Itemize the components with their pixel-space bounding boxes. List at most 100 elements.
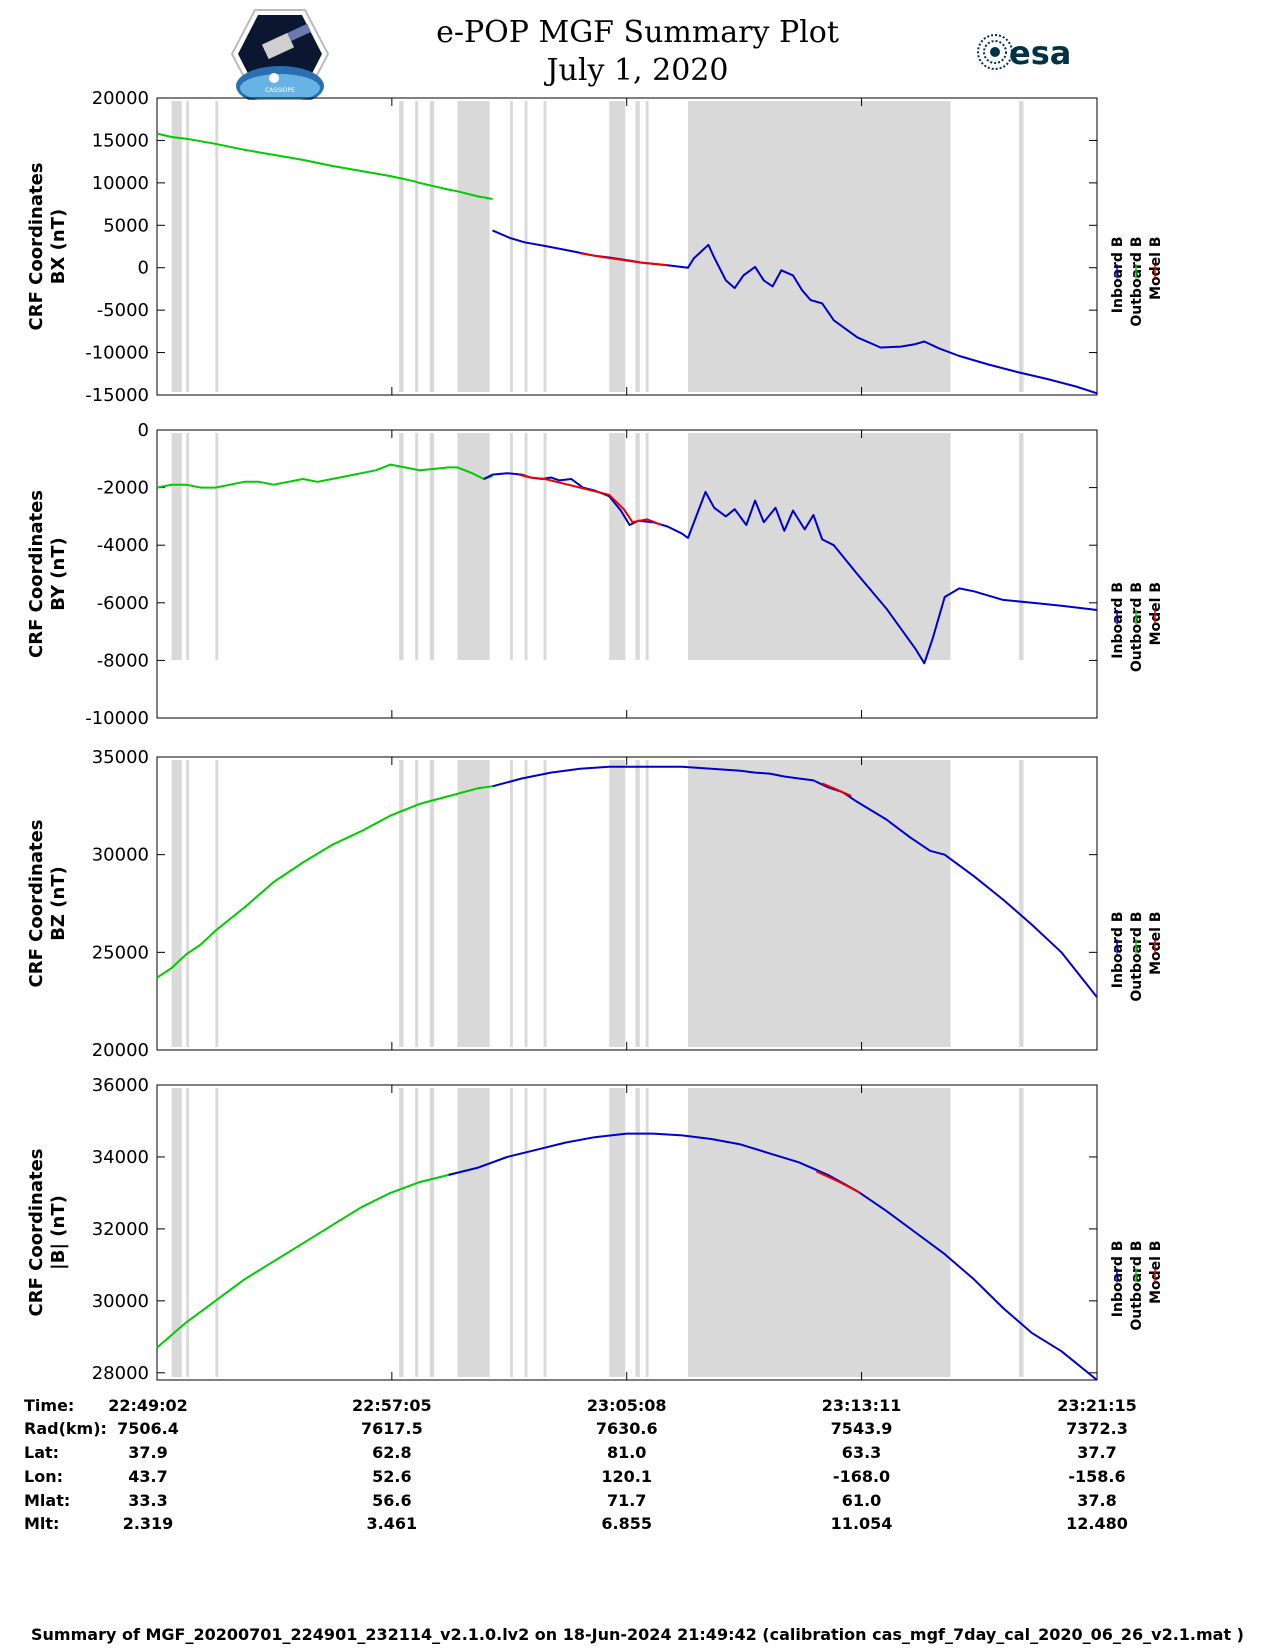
y-axis-label: CRF Coordinates|B| (nT) xyxy=(26,1149,69,1317)
y-axis-label-line2: BY (nT) xyxy=(48,537,69,611)
shaded-interval xyxy=(1019,433,1024,660)
y-tick-label: 36000 xyxy=(92,1075,149,1096)
shaded-interval xyxy=(635,760,640,1047)
footer-summary: Summary of MGF_20200701_224901_232114_v2… xyxy=(31,1625,1244,1644)
shaded-interval xyxy=(609,101,616,392)
y-tick-label: 15000 xyxy=(92,130,149,151)
panel-4: 36000 34000 32000 30000 28000 CRF Coordinates… xyxy=(26,1075,1164,1384)
legend-label: Outboard B xyxy=(1129,582,1145,672)
series-line-outboard-b xyxy=(156,132,493,200)
shaded-interval xyxy=(457,433,476,660)
shaded-interval xyxy=(475,760,490,1047)
shaded-interval xyxy=(215,101,219,392)
shaded-interval xyxy=(645,101,649,392)
legend-label: Model B xyxy=(1148,912,1164,975)
y-tick-label: 30000 xyxy=(92,1291,149,1312)
series-line-outboard-b xyxy=(156,463,493,489)
shaded-interval xyxy=(429,760,435,1047)
shaded-interval xyxy=(687,1088,951,1377)
shaded-interval xyxy=(457,760,476,1047)
shaded-interval xyxy=(609,760,616,1047)
y-axis-label-line2: BX (nT) xyxy=(48,209,69,284)
y-axis-label-line2: |B| (nT) xyxy=(48,1195,69,1270)
series-line-outboard-b xyxy=(156,1166,479,1349)
shaded-interval xyxy=(635,101,640,392)
shaded-interval xyxy=(687,433,951,660)
shaded-interval xyxy=(399,1088,404,1377)
shaded-interval xyxy=(615,1088,626,1377)
y-tick-label: 5000 xyxy=(103,215,149,236)
page-title: e-POP MGF Summary Plot July 1, 2020 xyxy=(0,14,1275,90)
legend-label: Model B xyxy=(1148,1241,1164,1304)
shaded-interval xyxy=(215,433,219,660)
y-tick-label: 20000 xyxy=(92,88,149,109)
shaded-interval xyxy=(510,433,513,660)
legend-label: Inboard B xyxy=(1110,912,1126,989)
y-tick-label: 28000 xyxy=(92,1363,149,1384)
plot-frame xyxy=(156,756,1098,1051)
esa-logo-icon: esa xyxy=(977,34,1071,72)
esa-logo-text: esa xyxy=(1009,34,1071,72)
series-line-inboard-b xyxy=(483,472,1098,665)
panel-2: 0 -2000 -4000 -6000 -8000 -10000 CRF Coordinat… xyxy=(26,420,1164,729)
panel-1: 20000 15000 10000 5000 0 -5000 -10000 -15000 CRF… xyxy=(26,88,1164,406)
panel-3: 35000 30000 25000 20000 CRF CoordinatesBZ (n… xyxy=(26,747,1164,1061)
title-line-1: e-POP MGF Summary Plot xyxy=(436,15,839,50)
series-line-model-b xyxy=(821,782,852,798)
shaded-interval xyxy=(543,433,547,660)
shaded-interval xyxy=(415,433,419,660)
shaded-interval xyxy=(415,101,419,392)
y-tick-label: 25000 xyxy=(92,942,149,963)
legend-label: Inboard B xyxy=(1110,237,1126,314)
shaded-interval xyxy=(1019,760,1024,1047)
shaded-interval xyxy=(475,101,490,392)
shaded-interval xyxy=(171,101,182,392)
shaded-interval xyxy=(543,1088,547,1377)
y-axis-label-line2: BZ (nT) xyxy=(48,866,69,941)
shaded-interval xyxy=(615,433,626,660)
y-tick-label: -10000 xyxy=(85,343,149,364)
legend-label: Model B xyxy=(1148,582,1164,645)
y-tick-label: 0 xyxy=(138,420,149,441)
shaded-interval xyxy=(399,433,404,660)
title-line-2: July 1, 2020 xyxy=(546,53,729,88)
legend-label: Outboard B xyxy=(1129,912,1145,1002)
shaded-interval xyxy=(524,433,528,660)
y-tick-label: 0 xyxy=(138,258,149,279)
shaded-interval xyxy=(687,101,951,392)
shaded-interval xyxy=(186,1088,190,1377)
shaded-interval xyxy=(399,760,404,1047)
shaded-interval xyxy=(635,1088,640,1377)
shaded-interval xyxy=(186,433,190,660)
y-tick-label: -5000 xyxy=(97,300,149,321)
y-tick-label: -2000 xyxy=(97,478,149,499)
shaded-interval xyxy=(524,1088,528,1377)
shaded-interval xyxy=(1019,1088,1024,1377)
y-tick-label: 30000 xyxy=(92,845,149,866)
y-tick-label: -10000 xyxy=(85,708,149,729)
series-line-outboard-b xyxy=(156,785,493,979)
legend-label: Model B xyxy=(1148,237,1164,300)
series-line-inboard-b xyxy=(492,765,1098,998)
plot-frame xyxy=(156,97,1098,396)
shaded-interval xyxy=(645,760,649,1047)
shaded-interval xyxy=(645,433,649,660)
shaded-interval xyxy=(186,101,190,392)
shaded-interval xyxy=(415,1088,419,1377)
shaded-interval xyxy=(171,760,182,1047)
shaded-interval xyxy=(429,1088,435,1377)
shaded-interval xyxy=(457,101,476,392)
legend-label: Outboard B xyxy=(1129,1241,1145,1331)
plot-frame xyxy=(156,429,1098,719)
shaded-interval xyxy=(510,1088,513,1377)
y-tick-label: -15000 xyxy=(85,385,149,406)
shaded-interval xyxy=(415,760,419,1047)
y-tick-label: 34000 xyxy=(92,1147,149,1168)
shaded-interval xyxy=(457,1088,476,1377)
y-tick-label: -6000 xyxy=(97,593,149,614)
series-line-inboard-b xyxy=(448,1132,1098,1381)
shaded-interval xyxy=(524,101,528,392)
shaded-interval xyxy=(1019,101,1024,392)
plot-frame xyxy=(156,1084,1098,1381)
